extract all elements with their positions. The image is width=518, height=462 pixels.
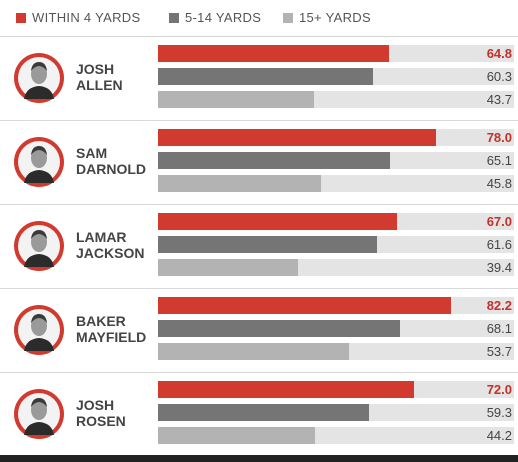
bar-track (158, 152, 514, 169)
player-last-name: JACKSON (76, 245, 145, 261)
within-4-value: 78.0 (486, 130, 512, 145)
15-plus-bar (158, 91, 314, 108)
legend: WITHIN 4 YARDS 5-14 YARDS 15+ YARDS (0, 0, 518, 37)
5-14-bar (158, 68, 373, 85)
player-last-name: MAYFIELD (76, 329, 147, 345)
legend-swatch-15-plus (283, 13, 293, 23)
15-plus-bar (158, 427, 315, 444)
within-4-value: 72.0 (486, 382, 512, 397)
player-row-darnold: SAM DARNOLD 78.0 65.1 45.8 (0, 121, 518, 205)
5-14-value: 61.6 (486, 237, 512, 252)
5-14-value: 60.3 (486, 69, 512, 84)
5-14-value: 59.3 (486, 405, 512, 420)
15-plus-bar (158, 343, 349, 360)
bottom-rule (0, 455, 518, 462)
legend-label-within-4: WITHIN 4 YARDS (32, 10, 141, 25)
player-headshot-icon (14, 137, 64, 187)
15-plus-value: 43.7 (486, 92, 512, 107)
player-first-name: LAMAR (76, 229, 127, 245)
player-name: JOSH ROSEN (76, 397, 160, 429)
player-row-mayfield: BAKER MAYFIELD 82.2 68.1 53.7 (0, 289, 518, 373)
bar-track (158, 68, 514, 85)
player-row-allen: JOSH ALLEN 64.8 60.3 43.7 (0, 37, 518, 121)
bar-track (158, 91, 514, 108)
5-14-value: 65.1 (486, 153, 512, 168)
15-plus-value: 53.7 (486, 344, 512, 359)
player-row-rosen: JOSH ROSEN 72.0 59.3 44.2 (0, 373, 518, 457)
player-name: JOSH ALLEN (76, 61, 160, 93)
within-4-bar (158, 45, 389, 62)
player-name: SAM DARNOLD (76, 145, 160, 177)
within-4-value: 67.0 (486, 214, 512, 229)
15-plus-value: 45.8 (486, 176, 512, 191)
15-plus-value: 39.4 (486, 260, 512, 275)
bar-track (158, 213, 514, 230)
15-plus-bar (158, 175, 321, 192)
legend-label-15-plus: 15+ YARDS (299, 10, 371, 25)
bar-track (158, 129, 514, 146)
player-last-name: ALLEN (76, 77, 123, 93)
player-name: LAMAR JACKSON (76, 229, 160, 261)
legend-swatch-within-4 (16, 13, 26, 23)
player-first-name: JOSH (76, 61, 115, 77)
player-first-name: JOSH (76, 397, 115, 413)
bar-track (158, 297, 514, 314)
bar-track (158, 427, 514, 444)
within-4-bar (158, 129, 436, 146)
5-14-bar (158, 152, 390, 169)
5-14-bar (158, 404, 369, 421)
row-divider (0, 204, 518, 205)
player-last-name: DARNOLD (76, 161, 146, 177)
player-first-name: SAM (76, 145, 108, 161)
15-plus-bar (158, 259, 298, 276)
bar-track (158, 259, 514, 276)
within-4-value: 82.2 (486, 298, 512, 313)
row-divider (0, 288, 518, 289)
bar-track (158, 45, 514, 62)
player-row-jackson: LAMAR JACKSON 67.0 61.6 39.4 (0, 205, 518, 289)
bar-track (158, 236, 514, 253)
within-4-value: 64.8 (486, 46, 512, 61)
row-divider (0, 120, 518, 121)
5-14-bar (158, 320, 400, 337)
within-4-bar (158, 297, 451, 314)
player-first-name: BAKER (76, 313, 126, 329)
bar-track (158, 381, 514, 398)
bar-track (158, 175, 514, 192)
bar-track (158, 404, 514, 421)
player-headshot-icon (14, 305, 64, 355)
bar-track (158, 343, 514, 360)
15-plus-value: 44.2 (486, 428, 512, 443)
legend-label-5-14: 5-14 YARDS (185, 10, 262, 25)
player-name: BAKER MAYFIELD (76, 313, 160, 345)
5-14-bar (158, 236, 377, 253)
5-14-value: 68.1 (486, 321, 512, 336)
player-last-name: ROSEN (76, 413, 126, 429)
within-4-bar (158, 381, 414, 398)
player-headshot-icon (14, 389, 64, 439)
bar-track (158, 320, 514, 337)
legend-swatch-5-14 (169, 13, 179, 23)
player-headshot-icon (14, 53, 64, 103)
within-4-bar (158, 213, 397, 230)
row-divider (0, 372, 518, 373)
player-headshot-icon (14, 221, 64, 271)
